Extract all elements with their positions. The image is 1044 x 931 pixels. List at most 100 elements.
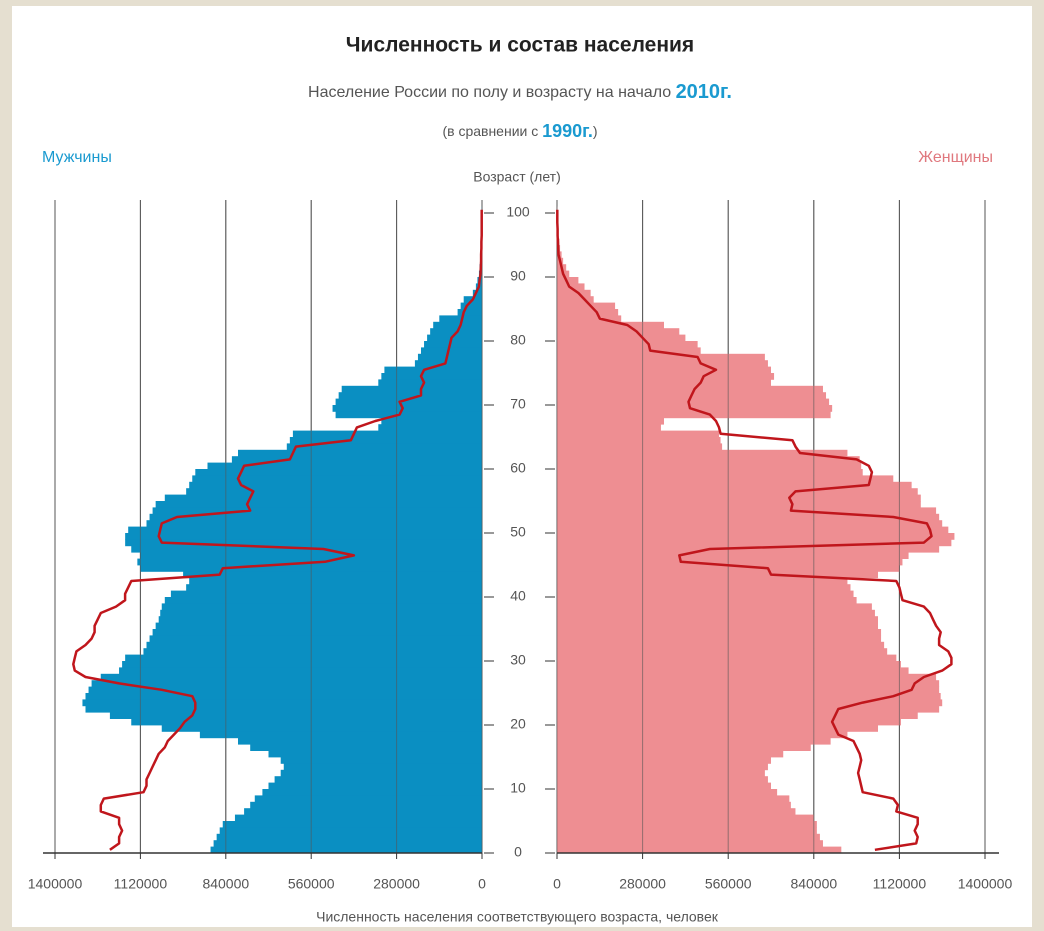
bar	[557, 757, 771, 764]
bar	[557, 712, 918, 719]
bar	[170, 590, 482, 598]
bar	[557, 443, 723, 451]
left-label: Мужчины	[42, 149, 112, 166]
bar	[381, 417, 482, 425]
bar	[250, 801, 482, 809]
bar	[189, 577, 482, 585]
bar	[557, 552, 909, 559]
bar	[557, 328, 680, 335]
bar	[189, 481, 482, 489]
bar	[439, 315, 482, 323]
y-tick-label: 10	[510, 780, 526, 796]
bar	[557, 353, 765, 361]
bar	[341, 385, 482, 393]
bar	[164, 597, 483, 604]
bar	[146, 520, 482, 527]
bar	[557, 680, 940, 687]
bar	[332, 405, 482, 412]
bar	[557, 539, 952, 547]
bar	[557, 763, 768, 771]
bar	[195, 469, 483, 476]
bar	[289, 437, 482, 444]
y-tick-label: 100	[506, 204, 530, 220]
bar	[183, 571, 482, 579]
bar	[557, 577, 848, 585]
comparison-prefix: (в сравнении с	[442, 123, 538, 139]
bar	[85, 705, 482, 713]
bar	[557, 309, 619, 316]
comparison: (в сравнении с 1990г.)	[442, 121, 597, 141]
bar	[268, 750, 482, 758]
bar	[557, 545, 940, 553]
bar	[222, 821, 482, 828]
bar	[557, 347, 701, 355]
bar	[557, 417, 664, 425]
bar	[557, 801, 791, 809]
y-tick-label: 50	[510, 524, 526, 540]
subtitle-text: Население России по полу и возрасту на н…	[308, 84, 671, 101]
bar	[155, 622, 482, 630]
bar	[557, 456, 860, 463]
bar	[207, 462, 482, 470]
bar	[216, 833, 482, 841]
bar	[149, 513, 483, 521]
y-tick-label: 20	[510, 716, 526, 732]
y-tick-label: 30	[510, 652, 526, 668]
bar	[557, 289, 591, 297]
bar	[155, 501, 482, 508]
bar	[557, 469, 863, 476]
bar	[557, 520, 943, 527]
bar	[149, 635, 483, 643]
bar	[557, 315, 622, 323]
bar	[557, 686, 940, 694]
bar	[557, 776, 768, 783]
bar	[557, 462, 862, 470]
bar	[557, 635, 882, 643]
bar	[557, 501, 921, 508]
bar	[210, 846, 483, 854]
bar	[164, 494, 483, 502]
bar	[338, 392, 482, 399]
bar	[557, 661, 901, 668]
bar	[274, 776, 482, 783]
bar	[199, 731, 482, 739]
bar	[557, 750, 784, 758]
bar	[557, 622, 878, 630]
bar	[158, 616, 482, 623]
bar	[85, 693, 482, 700]
bar	[557, 782, 771, 790]
x-tick-label: 840000	[790, 876, 837, 892]
x-tick-label: 280000	[619, 876, 666, 892]
bar	[122, 661, 482, 668]
x-tick-label: 560000	[288, 876, 335, 892]
bar	[427, 334, 482, 342]
bar	[91, 680, 482, 687]
x-tick-label: 1120000	[114, 876, 168, 892]
bar	[250, 744, 482, 751]
bar	[557, 609, 875, 617]
bar	[378, 424, 482, 431]
y-tick-label: 90	[510, 268, 526, 284]
bar	[125, 533, 483, 540]
bar	[286, 443, 482, 451]
bar	[557, 667, 909, 675]
bar	[192, 475, 482, 483]
subtitle: Население России по полу и возрасту на н…	[308, 81, 732, 103]
bar	[557, 302, 616, 310]
bar	[557, 321, 664, 329]
bar	[557, 411, 831, 419]
x-tick-label: 1400000	[28, 876, 83, 892]
x-tick-label: 560000	[705, 876, 752, 892]
bar	[254, 795, 482, 803]
bar	[557, 526, 949, 534]
bar	[557, 533, 955, 540]
bar	[557, 718, 901, 726]
bar	[557, 449, 848, 457]
bar	[557, 699, 943, 707]
bar	[557, 648, 888, 655]
bar	[109, 712, 483, 719]
y-tick-label: 40	[510, 588, 526, 604]
bar	[557, 616, 878, 623]
comparison-year: 1990г.	[542, 121, 593, 141]
bar	[557, 277, 579, 284]
